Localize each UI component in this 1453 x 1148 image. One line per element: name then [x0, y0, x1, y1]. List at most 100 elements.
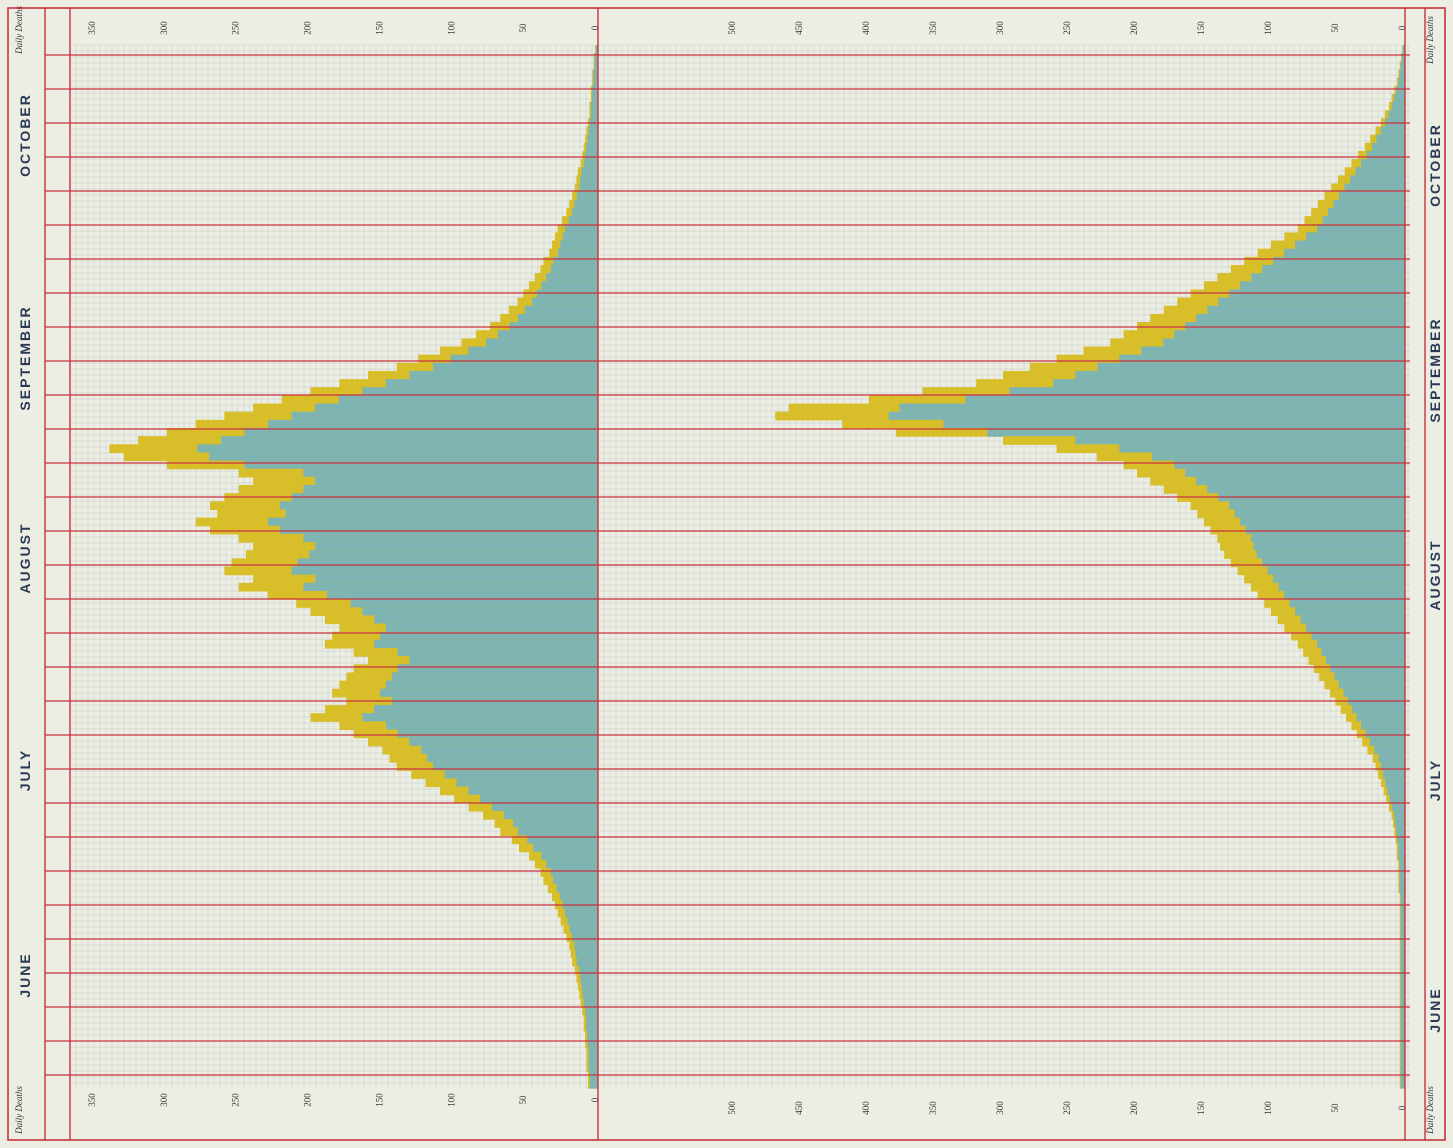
bar-shaded-1-47: [987, 427, 1405, 437]
axis-header-top-right: Daily Deaths: [1425, 16, 1435, 65]
tick-label: 50: [1330, 1103, 1340, 1113]
bar-shaded-0-84: [397, 729, 598, 739]
bar-shaded-1-121: [1400, 1030, 1405, 1040]
bar-shaded-0-89: [444, 770, 598, 779]
bar-shaded-1-75: [1325, 656, 1405, 665]
month-label: AUGUST: [17, 522, 33, 593]
bar-shaded-0-38: [450, 354, 598, 364]
bar-shaded-0-36: [486, 338, 598, 348]
bar-shaded-0-3: [593, 69, 598, 79]
tick-label-top: 150: [374, 21, 384, 35]
bar-shaded-0-123: [588, 1047, 598, 1057]
bar-shaded-1-106: [1400, 908, 1405, 918]
bar-shaded-0-35: [497, 330, 598, 339]
bar-shaded-0-41: [385, 379, 598, 388]
tick-label: 350: [928, 1101, 938, 1115]
bar-shaded-1-57: [1234, 509, 1405, 519]
bar-shaded-1-36: [1163, 338, 1405, 348]
bar-shaded-0-69: [362, 607, 598, 616]
bar-shaded-0-77: [391, 672, 598, 682]
bar-shaded-0-49: [197, 444, 598, 454]
bar-shaded-1-125: [1400, 1063, 1405, 1073]
bar-shaded-1-107: [1400, 916, 1405, 926]
tick-label-top: 50: [518, 23, 528, 33]
bar-shaded-0-102: [553, 876, 598, 885]
bar-shaded-1-88: [1380, 762, 1405, 771]
tick-label-top: 0: [590, 25, 600, 30]
bar-shaded-0-81: [374, 705, 598, 714]
bar-shaded-0-59: [279, 525, 598, 535]
tick-label-top: 300: [159, 21, 169, 35]
month-label: JULY: [1427, 759, 1443, 802]
bar-shaded-0-22: [565, 224, 598, 234]
axis-header: Daily Deaths: [14, 1086, 24, 1135]
bar-shaded-0-103: [556, 884, 598, 894]
bar-shaded-0-87: [427, 753, 598, 763]
bar-shaded-1-53: [1196, 476, 1405, 486]
bar-shaded-1-62: [1256, 550, 1405, 559]
bar-shaded-0-100: [546, 859, 598, 869]
bar-shaded-0-43: [338, 395, 598, 405]
bar-shaded-0-24: [560, 240, 598, 250]
bar-shaded-0-110: [574, 941, 598, 951]
bar-shaded-1-64: [1267, 566, 1405, 576]
bar-shaded-1-70: [1300, 615, 1405, 625]
tick-label-top: 200: [1129, 21, 1139, 35]
tick-label: 250: [1062, 1101, 1072, 1115]
bar-shaded-1-31: [1218, 297, 1405, 307]
bar-shaded-0-64: [291, 566, 598, 576]
bar-shaded-0-23: [562, 232, 598, 242]
bar-shaded-0-82: [362, 713, 598, 722]
bar-shaded-1-24: [1295, 240, 1405, 250]
bar-shaded-1-32: [1207, 305, 1405, 315]
bar-shaded-0-40: [409, 370, 598, 380]
bar-shaded-0-95: [513, 819, 598, 828]
bar-shaded-1-29: [1240, 281, 1405, 291]
bar-shaded-1-54: [1207, 485, 1405, 494]
bar-shaded-0-71: [385, 623, 598, 633]
labels: OCTOBER SEPTEMBER AUGUST JULY JUNE 0 0 50 50 100 1…: [14, 6, 1443, 1135]
bar-shaded-0-15: [581, 167, 598, 176]
bar-shaded-0-72: [379, 631, 598, 641]
bar-shaded-1-71: [1306, 623, 1405, 633]
bar-shaded-1-49: [1119, 444, 1405, 454]
bar-shaded-1-18: [1339, 191, 1405, 201]
bar-shaded-1-86: [1374, 745, 1405, 755]
bar-shaded-1-61: [1253, 542, 1405, 551]
tick-label-top: 250: [1062, 21, 1072, 35]
bar-shaded-1-99: [1398, 851, 1405, 861]
bar-shaded-1-87: [1378, 753, 1405, 763]
bar-shaded-0-101: [550, 867, 598, 877]
bar-shaded-0-68: [350, 599, 598, 608]
bar-shaded-1-78: [1339, 680, 1405, 690]
bar-shaded-0-48: [220, 436, 598, 445]
bar-shaded-0-25: [557, 248, 598, 258]
bar-shaded-0-122: [587, 1039, 598, 1048]
bar-shaded-0-26: [553, 256, 598, 266]
bar-shaded-1-40: [1075, 370, 1405, 380]
bar-shaded-0-19: [574, 199, 598, 209]
bar-shaded-0-124: [588, 1055, 598, 1065]
bar-shaded-1-15: [1355, 167, 1405, 176]
tick-label: 50: [518, 1095, 528, 1105]
bar-shaded-0-5: [592, 85, 598, 95]
month-label: AUGUST: [1427, 539, 1443, 610]
bar-shaded-0-92: [480, 794, 598, 804]
bar-shaded-0-56: [279, 501, 598, 511]
red-grid: [7, 7, 1446, 1141]
bar-shaded-0-107: [567, 916, 598, 926]
bar-shaded-1-120: [1400, 1022, 1405, 1032]
bar-shaded-1-115: [1400, 982, 1405, 991]
tick-label-top: 150: [1196, 21, 1206, 35]
bar-shaded-1-98: [1398, 843, 1405, 853]
tick-label-top: 400: [861, 21, 871, 35]
bar-shaded-1-0: [1402, 45, 1405, 54]
tick-label-top: 450: [794, 21, 804, 35]
bar-shaded-1-11: [1376, 134, 1405, 144]
tick-label: 400: [861, 1101, 871, 1115]
bar-shaded-0-119: [586, 1014, 598, 1024]
bar-shaded-1-81: [1352, 705, 1405, 714]
bar-shaded-1-44: [899, 403, 1405, 413]
bar-shaded-0-125: [588, 1063, 598, 1073]
bar-shaded-1-23: [1306, 232, 1405, 242]
